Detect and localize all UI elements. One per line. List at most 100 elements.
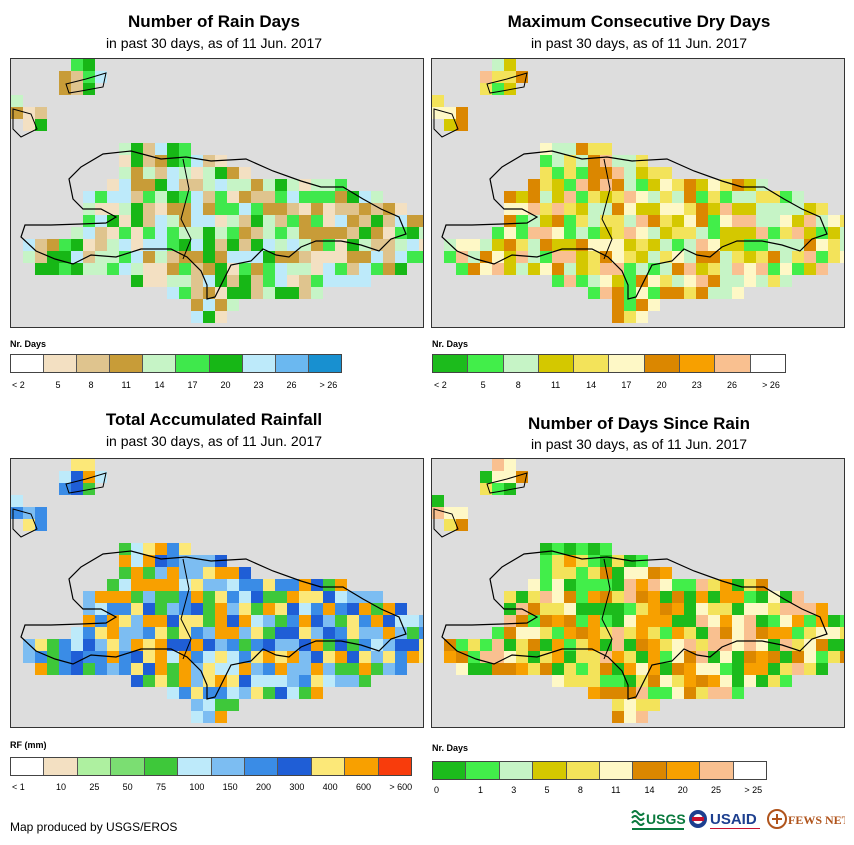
grid-cell: [383, 627, 395, 639]
grid-cell: [660, 227, 672, 239]
grid-cell: [335, 203, 347, 215]
grid-cell: [732, 627, 744, 639]
grid-cell: [419, 651, 423, 663]
grid-cell: [323, 639, 335, 651]
grid-cell: [684, 215, 696, 227]
grid-cell: [672, 215, 684, 227]
grid-cell: [744, 579, 756, 591]
grid-cell: [71, 239, 83, 251]
grid-cell: [311, 215, 323, 227]
grid-cell: [672, 687, 684, 699]
grid-cell: [696, 579, 708, 591]
grid-cell: [780, 227, 792, 239]
grid-cell: [828, 627, 840, 639]
grid-cell: [359, 615, 371, 627]
grid-cell: [23, 251, 35, 263]
grid-cell: [624, 567, 636, 579]
grid-cell: [407, 627, 419, 639]
grid-cell: [371, 263, 383, 275]
grid-cell: [215, 567, 227, 579]
grid-cell: [648, 591, 660, 603]
grid-cell: [275, 191, 287, 203]
legend-tick-label: > 600: [389, 782, 413, 792]
grid-cell: [708, 227, 720, 239]
grid-cell: [347, 227, 359, 239]
grid-cell: [648, 215, 660, 227]
grid-cell: [191, 591, 203, 603]
grid-cell: [792, 191, 804, 203]
grid-cell: [624, 615, 636, 627]
grid-cell: [708, 215, 720, 227]
grid-cell: [191, 555, 203, 567]
grid-cell: [636, 203, 648, 215]
grid-cell: [756, 651, 768, 663]
grid-cell: [275, 591, 287, 603]
grid-cell: [456, 263, 468, 275]
grid-cell: [383, 615, 395, 627]
grid-cell: [107, 627, 119, 639]
grid-cell: [215, 299, 227, 311]
grid-cell: [335, 651, 347, 663]
grid-cell: [612, 687, 624, 699]
grid-cell: [167, 239, 179, 251]
grid-cell: [624, 215, 636, 227]
grid-cell: [167, 567, 179, 579]
grid-cell: [59, 239, 71, 251]
legend-swatch: [633, 762, 667, 779]
grid-cell: [131, 203, 143, 215]
legend-tick-label: 75: [156, 782, 167, 792]
usaid-wordmark: USAID: [710, 811, 757, 828]
grid-cell: [708, 263, 720, 275]
grid-cell: [636, 215, 648, 227]
grid-cell: [275, 675, 287, 687]
grid-cell: [83, 191, 95, 203]
grid-cell: [215, 663, 227, 675]
grid-cell: [516, 663, 528, 675]
grid-cell: [143, 639, 155, 651]
grid-cell: [35, 263, 47, 275]
grid-cell: [732, 687, 744, 699]
grid-cell: [624, 651, 636, 663]
grid-cell: [335, 251, 347, 263]
grid-cell: [768, 191, 780, 203]
grid-cell: [780, 275, 792, 287]
grid-cell: [612, 711, 624, 723]
grid-cell: [696, 203, 708, 215]
grid-cell: [660, 663, 672, 675]
legend-tick-label: 14: [586, 380, 597, 390]
grid-cell: [347, 275, 359, 287]
grid-cell: [672, 179, 684, 191]
grid-cell: [744, 591, 756, 603]
grid-cell: [47, 651, 59, 663]
grid-cell: [251, 239, 263, 251]
grid-cell: [828, 239, 840, 251]
grid-cell: [672, 603, 684, 615]
grid-cell: [95, 227, 107, 239]
grid-cell: [287, 591, 299, 603]
grid-cell: [528, 215, 540, 227]
grid-cell: [732, 663, 744, 675]
grid-cell: [287, 203, 299, 215]
grid-cell: [59, 651, 71, 663]
grid-cell: [335, 615, 347, 627]
grid-cell: [119, 543, 131, 555]
grid-cell: [239, 203, 251, 215]
grid-cell: [732, 287, 744, 299]
grid-cell: [275, 263, 287, 275]
grid-cell: [299, 591, 311, 603]
grid-cell: [179, 639, 191, 651]
grid-cell: [35, 239, 47, 251]
grid-cell: [95, 263, 107, 275]
fewsnet-logo: FEWS NET: [767, 805, 850, 835]
grid-cell: [804, 651, 816, 663]
grid-cell: [648, 603, 660, 615]
grid-cell: [383, 263, 395, 275]
grid-cell: [576, 227, 588, 239]
grid-cell: [696, 663, 708, 675]
grid-cell: [504, 191, 516, 203]
grid-cell: [83, 639, 95, 651]
legend-swatch: [600, 762, 634, 779]
grid-cell: [59, 71, 71, 83]
grid-cell: [251, 627, 263, 639]
grid-cell: [588, 203, 600, 215]
